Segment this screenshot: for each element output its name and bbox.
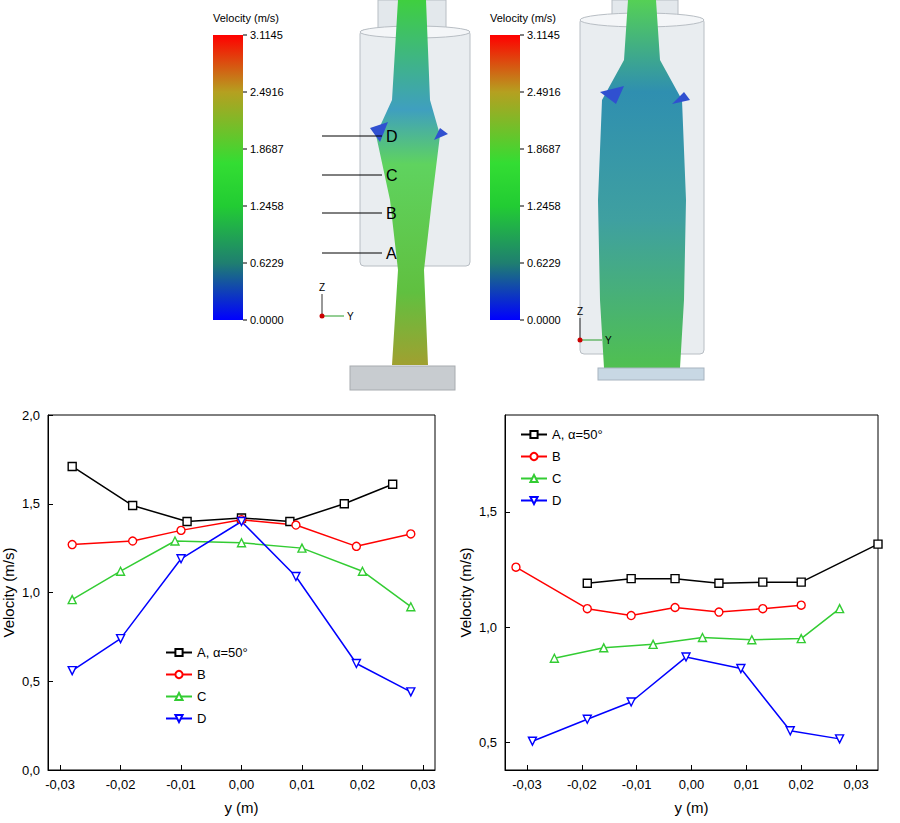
svg-text:Z: Z [577, 306, 583, 317]
svg-text:Y: Y [347, 311, 354, 322]
svg-text:0.0000: 0.0000 [527, 314, 561, 326]
svg-text:0,5: 0,5 [22, 674, 40, 689]
svg-text:0,5: 0,5 [479, 735, 497, 750]
svg-text:Velocity (m/s): Velocity (m/s) [213, 12, 279, 24]
svg-text:D: D [386, 128, 398, 145]
svg-text:-0,01: -0,01 [622, 777, 652, 792]
svg-text:0,01: 0,01 [289, 777, 314, 792]
svg-text:D: D [197, 711, 206, 726]
svg-text:-0,03: -0,03 [45, 777, 75, 792]
svg-text:-0,02: -0,02 [106, 777, 136, 792]
svg-text:2.4916: 2.4916 [250, 86, 284, 98]
svg-text:0.0000: 0.0000 [250, 314, 284, 326]
svg-text:C: C [197, 689, 206, 704]
svg-text:1.2458: 1.2458 [527, 200, 561, 212]
svg-text:y (m): y (m) [674, 799, 708, 816]
svg-text:1,0: 1,0 [22, 585, 40, 600]
svg-text:C: C [386, 167, 398, 184]
svg-text:1.2458: 1.2458 [250, 200, 284, 212]
svg-text:C: C [552, 471, 561, 486]
svg-text:1,5: 1,5 [22, 496, 40, 511]
svg-text:0.6229: 0.6229 [527, 257, 561, 269]
svg-text:-0,01: -0,01 [166, 777, 196, 792]
svg-text:B: B [386, 205, 397, 222]
svg-text:3.1145: 3.1145 [527, 29, 560, 41]
svg-text:0.6229: 0.6229 [250, 257, 284, 269]
svg-text:A, α=50°: A, α=50° [552, 427, 603, 442]
svg-text:0,03: 0,03 [410, 777, 435, 792]
svg-text:2.4916: 2.4916 [527, 86, 561, 98]
svg-text:0,03: 0,03 [843, 777, 868, 792]
svg-text:1.8687: 1.8687 [527, 143, 561, 155]
svg-text:3.1145: 3.1145 [250, 29, 283, 41]
svg-text:0,00: 0,00 [229, 777, 254, 792]
svg-text:0,01: 0,01 [734, 777, 759, 792]
svg-text:D: D [552, 493, 561, 508]
svg-text:1,0: 1,0 [479, 620, 497, 635]
svg-text:Velocity (m/s): Velocity (m/s) [457, 547, 474, 637]
svg-text:A: A [386, 245, 397, 262]
svg-text:0,02: 0,02 [350, 777, 375, 792]
svg-text:1.8687: 1.8687 [250, 143, 284, 155]
svg-text:-0,03: -0,03 [512, 777, 542, 792]
svg-text:0,00: 0,00 [679, 777, 704, 792]
svg-text:Y: Y [605, 335, 612, 346]
svg-text:1,5: 1,5 [479, 504, 497, 519]
svg-text:Velocity (m/s): Velocity (m/s) [0, 547, 17, 637]
svg-text:0,02: 0,02 [789, 777, 814, 792]
svg-text:Velocity (m/s): Velocity (m/s) [490, 12, 556, 24]
svg-text:B: B [552, 449, 561, 464]
svg-text:0,0: 0,0 [22, 763, 40, 778]
svg-text:A, α=50°: A, α=50° [197, 645, 248, 660]
svg-text:Z: Z [319, 282, 325, 293]
svg-text:-0,02: -0,02 [567, 777, 597, 792]
svg-text:y (m): y (m) [224, 799, 258, 816]
svg-text:2,0: 2,0 [22, 408, 40, 423]
svg-text:B: B [197, 667, 206, 682]
